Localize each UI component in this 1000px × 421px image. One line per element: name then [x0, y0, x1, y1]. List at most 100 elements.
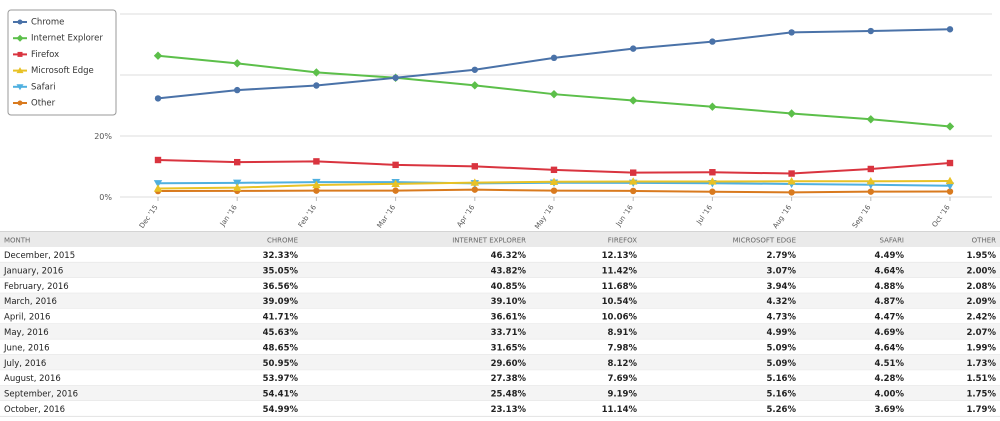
value-cell: 8.12%: [608, 359, 638, 369]
legend-marker: [17, 19, 23, 25]
point: [312, 180, 321, 189]
value-cell: 5.16%: [767, 390, 797, 400]
value-cell: 1.95%: [967, 251, 997, 261]
table-row-bg: [0, 293, 1000, 309]
table-row-bg: [0, 277, 1000, 294]
value-cell: 43.82%: [491, 266, 527, 276]
table-header-bg: [0, 232, 1000, 247]
value-cell: 23.13%: [491, 405, 527, 415]
value-cell: 3.07%: [767, 266, 797, 276]
table-row-bg: [0, 354, 1000, 371]
value-cell: 46.32%: [491, 251, 527, 261]
point: [630, 187, 637, 195]
table-row-bg: [0, 370, 1000, 386]
value-cell: 5.16%: [767, 374, 797, 384]
value-cell: 54.99%: [263, 405, 299, 415]
point: [392, 161, 399, 169]
point: [630, 169, 637, 176]
value-cell: 36.56%: [263, 282, 299, 292]
value-cell: 4.32%: [767, 297, 797, 307]
point: [471, 163, 478, 170]
legend-label: Internet Explorer: [31, 34, 103, 44]
point: [945, 176, 955, 185]
point: [867, 27, 874, 35]
value-cell: 35.05%: [263, 266, 299, 276]
table-row-bg: [0, 262, 1000, 278]
value-cell: 4.51%: [875, 359, 905, 369]
value-cell: 4.73%: [767, 313, 797, 323]
value-cell: 25.48%: [491, 390, 527, 400]
point: [629, 177, 638, 185]
point: [867, 165, 874, 173]
x-tick-label: Sep '16: [851, 203, 873, 230]
table-header: CHROME: [267, 237, 298, 245]
point: [312, 68, 321, 77]
point: [708, 177, 717, 185]
table-header: MICROSOFT EDGE: [733, 237, 796, 245]
value-cell: 4.47%: [875, 313, 905, 323]
point: [233, 59, 242, 68]
point: [788, 170, 795, 177]
point: [787, 109, 796, 118]
point: [313, 158, 320, 165]
legend-marker: [16, 34, 24, 42]
point: [234, 86, 241, 94]
point: [866, 115, 875, 124]
value-cell: 5.26%: [767, 405, 797, 415]
value-cell: 29.60%: [491, 359, 527, 369]
legend-box: [7, 9, 117, 116]
value-cell: 4.99%: [767, 328, 797, 338]
value-cell: 11.14%: [602, 405, 638, 415]
point: [866, 177, 875, 185]
point: [550, 187, 558, 194]
value-cell: 45.63%: [263, 328, 299, 338]
month-cell: April, 2016: [4, 313, 50, 323]
point: [313, 82, 320, 89]
point: [946, 159, 954, 167]
value-cell: 31.65%: [491, 343, 527, 353]
value-cell: 4.49%: [875, 251, 905, 261]
point: [550, 54, 558, 62]
table-row-bg: [0, 339, 1000, 355]
point: [549, 177, 559, 185]
value-cell: 2.00%: [967, 266, 997, 276]
value-cell: 1.75%: [967, 390, 997, 400]
value-cell: 11.68%: [602, 282, 638, 292]
point: [945, 122, 955, 131]
x-tick-label: Aug '16: [771, 203, 793, 230]
point: [154, 156, 162, 164]
month-cell: December, 2015: [4, 251, 75, 261]
month-cell: September, 2016: [4, 390, 78, 400]
point: [154, 95, 162, 102]
value-cell: 2.07%: [967, 328, 997, 338]
point: [470, 81, 479, 90]
point: [391, 179, 400, 188]
value-cell: 32.33%: [263, 251, 299, 261]
value-cell: 4.88%: [875, 282, 905, 292]
value-cell: 3.69%: [875, 405, 905, 415]
value-cell: 12.13%: [602, 251, 638, 261]
table-header: OTHER: [972, 237, 996, 245]
point: [153, 51, 163, 60]
table-header: SAFARI: [880, 237, 904, 245]
value-cell: 39.10%: [491, 297, 527, 307]
table-row-bg: [0, 247, 1000, 263]
value-cell: 41.71%: [263, 313, 299, 323]
value-cell: 2.09%: [967, 297, 997, 307]
legend-marker: [16, 84, 24, 91]
value-cell: 39.09%: [263, 297, 299, 307]
point: [788, 189, 795, 196]
x-tick-label: Dec '15: [138, 204, 160, 230]
month-cell: January, 2016: [3, 266, 63, 276]
value-cell: 4.00%: [875, 390, 905, 400]
value-cell: 9.19%: [608, 390, 638, 400]
x-tick-label: Mar '16: [376, 203, 398, 230]
point: [313, 187, 320, 194]
point: [234, 158, 241, 166]
legend-label: Chrome: [31, 18, 64, 28]
table-header: FIREFOX: [608, 237, 637, 245]
legend-marker: [17, 51, 23, 57]
table-row-bg: [0, 308, 1000, 324]
legend-label: Microsoft Edge: [31, 66, 94, 76]
